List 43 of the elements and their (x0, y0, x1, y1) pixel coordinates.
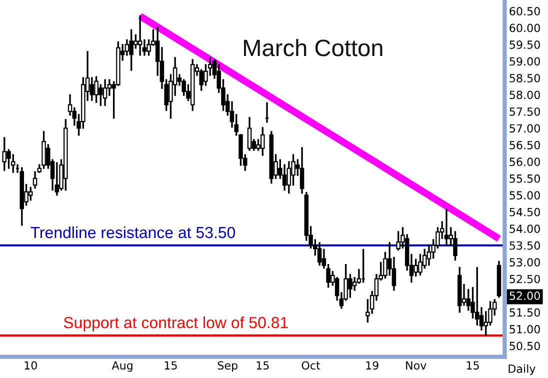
candlestick (2, 137, 7, 171)
y-tick-label: 57.50 (510, 107, 540, 116)
candlestick (102, 79, 108, 106)
y-tick-label: 57.00 (510, 124, 540, 133)
y-tick-label: 50.50 (510, 342, 540, 350)
y-tick-label: 58.50 (510, 74, 540, 82)
candlestick (138, 15, 142, 56)
x-tick-label: Aug (112, 361, 132, 372)
y-tick-label: 60.00 (510, 24, 540, 32)
ref-line-label: Trendline resistance at 53.50 (30, 226, 236, 238)
y-tick-label: 59.50 (510, 40, 540, 49)
x-tick-label: Oct (302, 361, 320, 370)
candlestick (444, 209, 449, 246)
y-tick-label: 59.00 (510, 57, 540, 66)
candlestick (247, 116, 252, 151)
x-tick-label: 10 (24, 361, 37, 370)
y-tick-label: 54.00 (510, 224, 540, 234)
candlestick (300, 147, 304, 194)
y-tick-label: 60.50 (510, 7, 540, 16)
x-tick-label: 19 (366, 361, 378, 370)
y-tick-label: 52.50 (510, 274, 540, 284)
ref-line-label: Support at contract low of 50.81 (64, 316, 288, 332)
text: March Cotton (244, 38, 382, 56)
y-tick-label: 58.00 (510, 90, 540, 100)
y-tick-label: 56.50 (510, 140, 540, 150)
y-tick-label: 51.00 (510, 325, 540, 334)
text: Daily (508, 364, 536, 376)
y-tick-label: 54.50 (510, 208, 540, 216)
candlestick (54, 162, 60, 196)
candlestick (32, 171, 38, 189)
y-tick-label: 55.00 (510, 191, 540, 200)
x-tick-label: 15 (466, 361, 479, 370)
x-tick-label: 15 (164, 361, 177, 370)
y-tick-label: 56.00 (510, 158, 540, 166)
y-tick-label: 51.50 (510, 308, 540, 317)
y-tick-label: 53.00 (510, 258, 540, 266)
y-tick-label: 55.50 (510, 174, 540, 183)
candlestick (317, 242, 322, 266)
x-tick-label: Sep (218, 361, 238, 372)
y-tick-label: 52.00 (510, 292, 540, 300)
x-tick-label: Nov (406, 361, 426, 370)
x-tick-label: 15 (256, 361, 269, 370)
y-tick-label: 53.50 (510, 241, 540, 250)
